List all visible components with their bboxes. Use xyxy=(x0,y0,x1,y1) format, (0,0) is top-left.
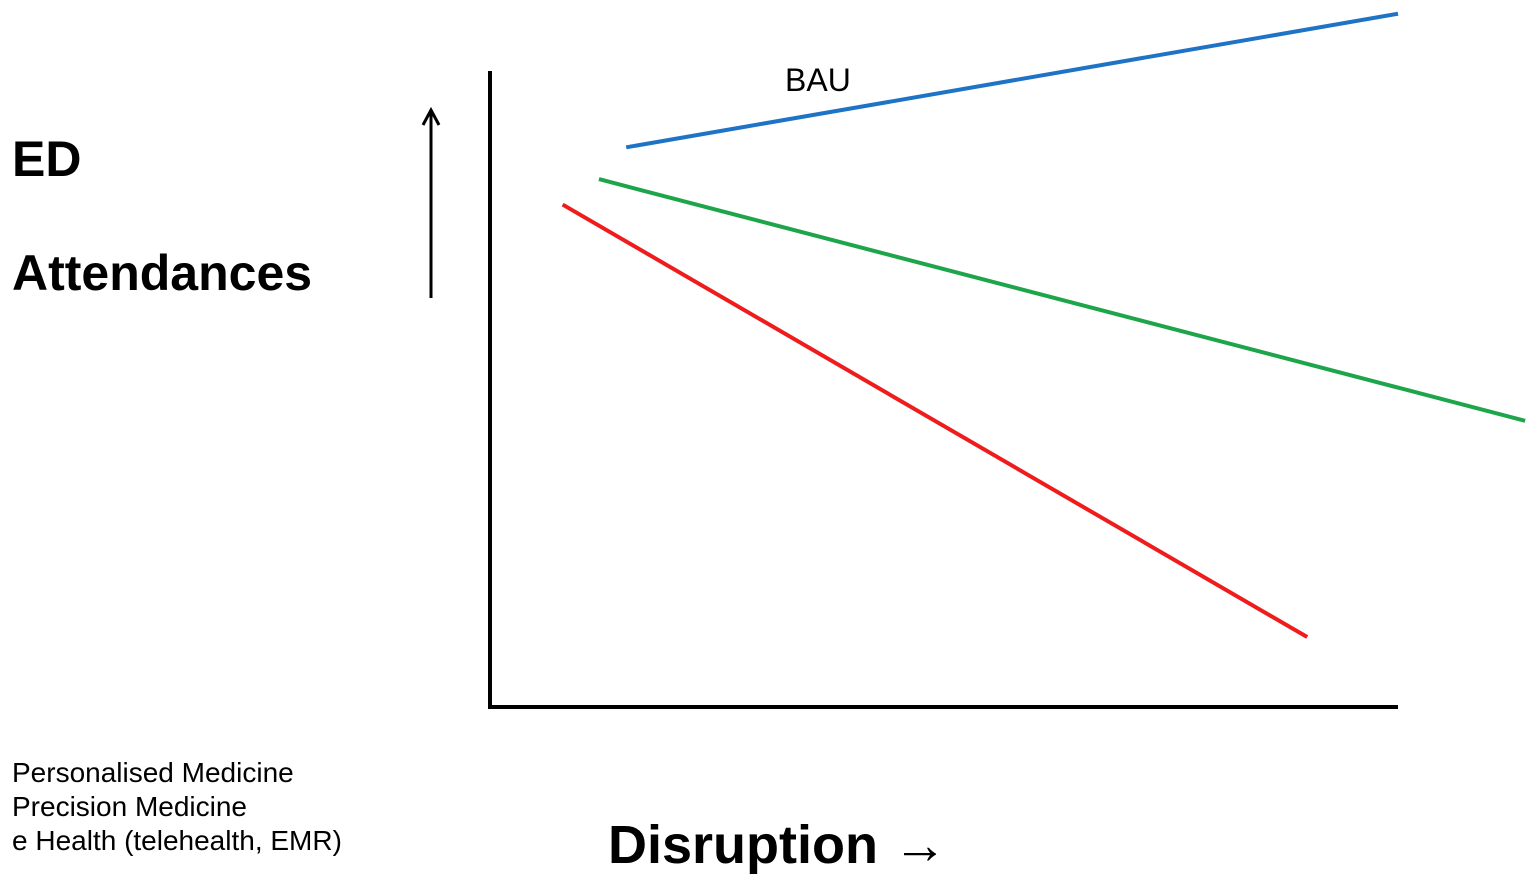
notes-list: Personalised Medicine Precision Medicine… xyxy=(12,756,342,858)
y-axis-arrow-icon xyxy=(421,106,441,298)
y-axis-label-line-2: Attendances xyxy=(12,245,313,301)
series-line-2 xyxy=(598,177,1526,423)
note-e-health: e Health (telehealth, EMR) xyxy=(12,825,342,856)
note-personalised-medicine: Personalised Medicine xyxy=(12,757,294,788)
series-layer xyxy=(561,11,1526,639)
series-label-bau: BAU xyxy=(785,62,851,98)
chart-axes xyxy=(488,71,1398,709)
series-line-3 xyxy=(561,202,1309,639)
y-axis-label-line-1: ED xyxy=(12,131,82,187)
series-line-bau xyxy=(625,11,1399,150)
note-precision-medicine: Precision Medicine xyxy=(12,791,247,822)
x-axis-label: Disruption → xyxy=(608,815,947,875)
